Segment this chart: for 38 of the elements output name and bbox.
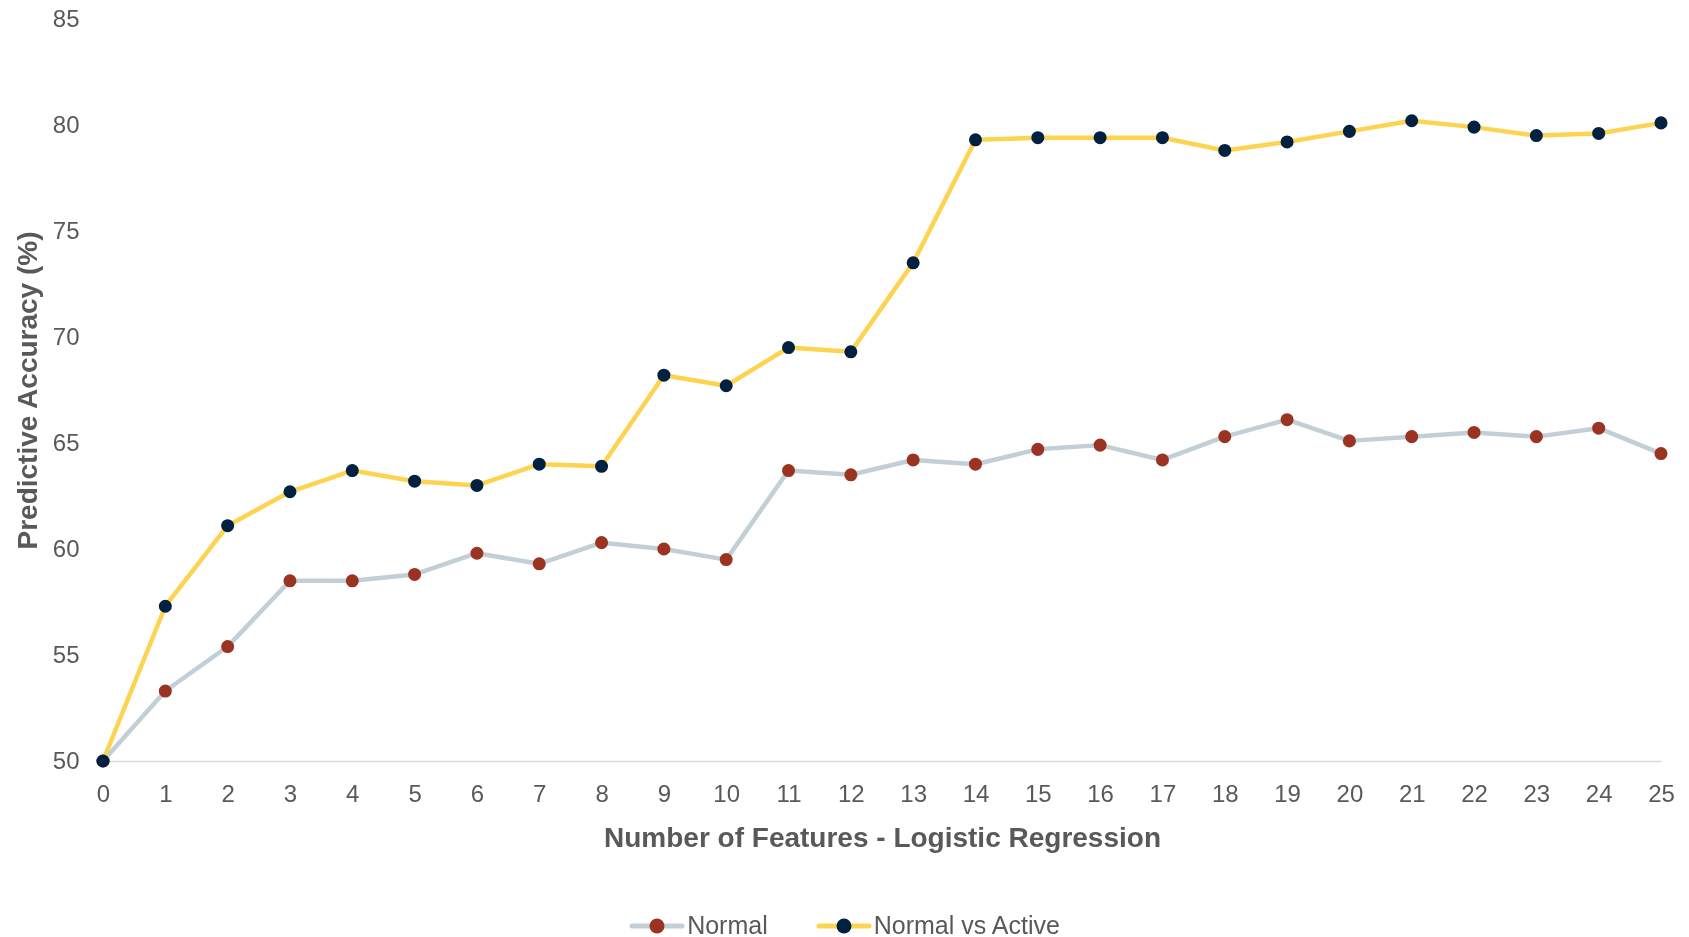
x-tick-label: 22 (1461, 779, 1488, 807)
y-tick-label: 75 (52, 216, 80, 244)
x-tick-label: 21 (1398, 779, 1426, 807)
x-tick-label: 4 (346, 779, 360, 807)
legend-label: Normal vs Active (873, 911, 1060, 937)
y-tick-label: 70 (52, 322, 80, 350)
x-tick-label: 14 (962, 779, 990, 807)
y-axis-title: Predictive Accuracy (%) (11, 231, 43, 550)
y-tick-label: 60 (52, 534, 80, 562)
x-tick-label: 12 (837, 779, 865, 807)
x-tick-label: 1 (159, 779, 173, 807)
x-tick-label: 0 (96, 779, 111, 807)
y-tick-label: 65 (52, 428, 80, 456)
x-tick-label: 5 (408, 779, 422, 807)
x-tick-label: 16 (1087, 779, 1114, 807)
y-tick-label: 80 (52, 110, 80, 138)
x-tick-label: 23 (1523, 779, 1551, 807)
x-tick-label: 20 (1336, 779, 1364, 807)
x-tick-label: 24 (1585, 779, 1613, 807)
x-tick-label: 13 (900, 779, 928, 807)
x-axis-title: Number of Features - Logistic Regression (604, 821, 1161, 853)
x-tick-label: 17 (1149, 779, 1177, 807)
x-tick-label: 2 (221, 779, 235, 807)
x-tick-label: 6 (470, 779, 485, 807)
y-tick-label: 85 (52, 4, 80, 32)
x-tick-label: 9 (657, 779, 672, 807)
x-tick-label: 15 (1024, 779, 1052, 807)
legend-label: Normal (687, 911, 768, 937)
x-tick-label: 3 (283, 779, 298, 807)
x-tick-label: 18 (1211, 779, 1239, 807)
x-tick-label: 8 (595, 779, 609, 807)
x-tick-label: 10 (713, 779, 741, 807)
x-tick-label: 19 (1274, 779, 1301, 807)
x-tick-label: 7 (533, 779, 547, 807)
y-tick-label: 50 (52, 746, 80, 774)
x-tick-label: 11 (776, 779, 802, 807)
y-tick-label: 55 (52, 640, 80, 668)
x-tick-label: 25 (1648, 779, 1675, 807)
